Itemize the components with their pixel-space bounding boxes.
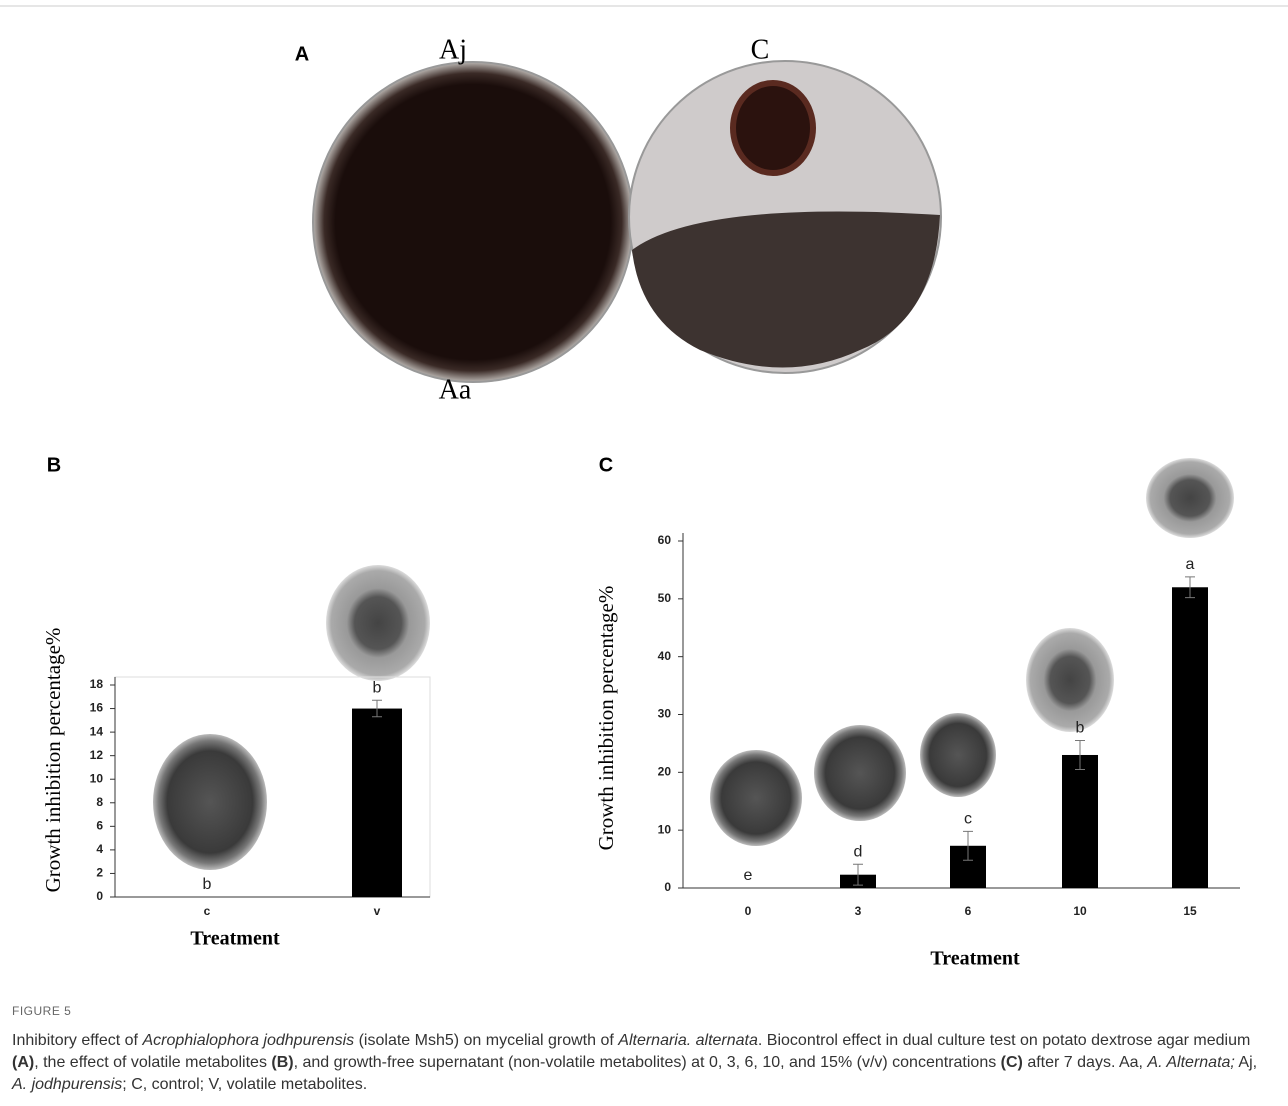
y-tick-label: 16 [90,701,104,715]
significance-letter: d [854,844,863,861]
colony-image [710,750,802,846]
x-tick-label: c [204,904,211,918]
figure-label: FIGURE 5 [12,1004,71,1018]
y-tick-label: 2 [96,866,103,880]
x-axis-label: Treatment [930,948,1020,970]
colony-image [153,734,267,870]
y-tick-label: 14 [90,724,104,738]
x-tick-label: 3 [855,904,862,918]
significance-letter: c [964,811,972,828]
x-axis-label: Treatment [190,928,280,950]
caption-text: (A) [12,1054,34,1071]
caption-text: (B) [271,1054,293,1071]
caption-text: Inhibitory effect of [12,1032,142,1049]
caption-text: A. jodhpurensis [12,1076,122,1093]
caption-text: , and growth-free supernatant (non-volat… [294,1054,1001,1071]
caption: Inhibitory effect of Acrophialophora jod… [12,1030,1274,1096]
y-axis-label: Growth inhibition percentage% [594,586,618,851]
x-tick-label: 15 [1183,904,1197,918]
y-tick-label: 50 [658,591,672,605]
caption-text: (isolate Msh5) on mycelial growth of [354,1032,618,1049]
photo-label: Aa [439,374,472,405]
caption-text: . Biocontrol effect in dual culture test… [758,1032,1250,1049]
x-tick-label: 6 [965,904,972,918]
significance-letter: b [373,680,382,697]
y-tick-label: 12 [90,748,104,762]
y-tick-label: 0 [664,880,671,894]
panel-label: A [295,43,309,65]
colony-image [326,565,430,681]
fungal-colony [733,83,813,173]
colony-image [1146,458,1234,538]
y-tick-label: 40 [658,649,672,663]
petri-dish [313,62,633,382]
x-tick-label: 0 [745,904,752,918]
colony-image [1026,628,1114,732]
significance-letter: b [1076,720,1085,737]
figure: A Aj C Aa B C 024681012141618bcbvTreatme… [0,0,1288,1000]
photo-label: C [751,34,770,65]
y-tick-label: 10 [90,771,104,785]
x-tick-label: v [374,904,381,918]
caption-text: ; C, control; V, volatile metabolites. [122,1076,367,1093]
significance-letter: b [203,876,212,893]
caption-text: after 7 days. Aa, [1023,1054,1148,1071]
bar [1062,755,1098,888]
panel-label: C [599,454,613,476]
significance-letter: a [1186,556,1195,573]
panel-label: B [47,454,61,476]
y-tick-label: 20 [658,765,672,779]
y-tick-label: 0 [96,889,103,903]
photo-label: Aj [439,34,467,65]
y-tick-label: 60 [658,533,672,547]
colony-image [814,725,906,821]
y-tick-label: 4 [96,842,103,856]
caption-text: , the effect of volatile metabolites [34,1054,271,1071]
figure-page: A Aj C Aa B C 024681012141618bcbvTreatme… [0,0,1288,1106]
significance-letter: e [744,867,753,884]
y-tick-label: 6 [96,819,103,833]
colony-image [920,713,996,797]
caption-text: A. Alternata; [1147,1054,1234,1071]
caption-text: Acrophialophora jodhpurensis [142,1032,354,1049]
y-tick-label: 10 [658,822,672,836]
caption-text: Aj, [1235,1054,1257,1071]
y-tick-label: 18 [90,677,104,691]
x-tick-label: 10 [1073,904,1087,918]
y-axis-label: Growth inhibition percentage% [41,628,65,893]
y-tick-label: 30 [658,707,672,721]
bar [1172,587,1208,888]
y-tick-label: 8 [96,795,103,809]
fungal-growth [632,212,940,368]
caption-text: Alternaria. alternata [618,1032,758,1049]
bar [352,709,402,897]
caption-text: (C) [1001,1054,1023,1071]
